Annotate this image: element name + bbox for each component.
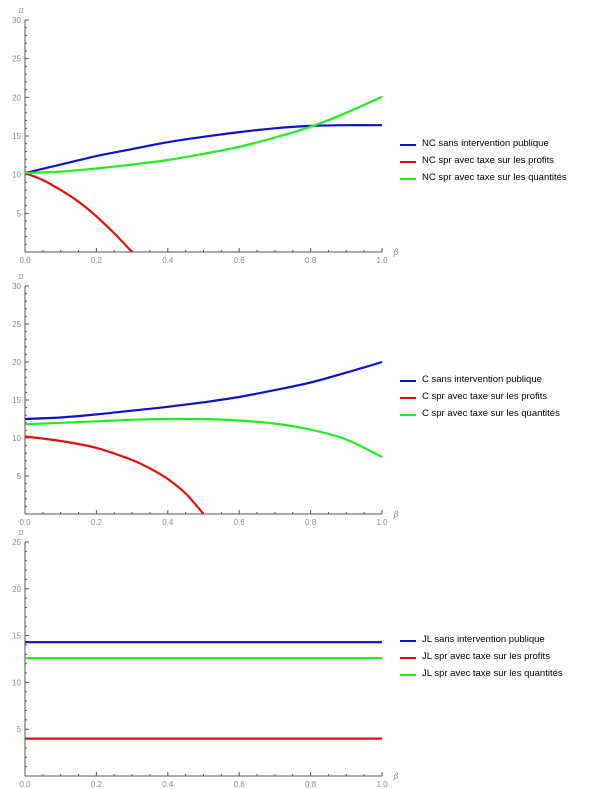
chart2-x-tick-label: 0.6 (234, 780, 246, 789)
chart0-legend-label: NC spr avec taxe sur les quantités (422, 172, 567, 183)
chart2-y-tick-label: 25 (12, 538, 21, 547)
chart-plot-nc: 5 10 15 20 25 30 0.0 0.2 0.4 0.6 0.8 1.0 π β (12, 6, 399, 265)
chart0-x-axis-label: β (393, 248, 399, 257)
chart0-y-axis-label: π (17, 6, 24, 15)
chart0-legend-swatch (400, 161, 416, 163)
chart1-x-tick-label: 0.8 (305, 518, 317, 527)
chart1-x-tick-label: 0.4 (162, 518, 174, 527)
chart1-series-2-line (24, 417, 383, 458)
chart0-legend-swatch (400, 178, 416, 180)
chart-plot-jl: 5 10 15 20 25 0.0 0.2 0.4 0.6 0.8 1.0 π β (12, 528, 399, 789)
chart0-legend-label: NC spr avec taxe sur les profits (422, 155, 554, 166)
chart2-y-tick-label: 20 (12, 585, 21, 594)
chart2-y-axis-label: π (17, 528, 24, 537)
chart0-x-tick-label: 0.2 (91, 256, 103, 265)
chart2-legend-swatch (400, 674, 416, 676)
chart2-legend-label: JL spr avec taxe sur les quantités (422, 668, 563, 679)
chart2-x-axis-label: β (393, 772, 399, 781)
chart1-y-axis-label: π (17, 272, 24, 281)
chart2-y-tick-label: 15 (12, 632, 21, 641)
chart-panel-c: 5 10 15 20 25 30 0.0 0.2 0.4 0.6 0.8 1.0 π β C sans i… (0, 262, 594, 527)
chart1-x-tick-label: 0.6 (234, 518, 246, 527)
chart0-x-tick-label: 0.0 (19, 256, 31, 265)
chart-panel-nc: 5 10 15 20 25 30 0.0 0.2 0.4 0.6 0.8 1.0 π β NC sans … (0, 0, 594, 265)
chart1-legend-swatch (400, 414, 416, 416)
chart1-y-tick-label: 20 (12, 358, 21, 367)
chart1-legend-swatch (400, 380, 416, 382)
chart2-x-tick-label: 1.0 (376, 780, 388, 789)
chart0-legend-swatch (400, 144, 416, 146)
chart1-x-axis-label: β (393, 510, 399, 519)
chart0-series-0-line (24, 124, 383, 175)
chart-panel-jl: 5 10 15 20 25 0.0 0.2 0.4 0.6 0.8 1.0 π β JL sans in… (0, 524, 594, 789)
chart1-series-0-line (24, 360, 383, 421)
chart0-legend-label: NC sans intervention publique (422, 138, 549, 149)
chart2-x-tick-label: 0.2 (91, 780, 103, 789)
chart2-x-tick-label: 0.4 (162, 780, 174, 789)
chart1-series-1-line (24, 435, 205, 515)
chart1-x-tick-label: 0.2 (91, 518, 103, 527)
chart2-legend-swatch (400, 640, 416, 642)
chart1-legend-label: C spr avec taxe sur les quantités (422, 408, 560, 419)
chart0-y-tick-label: 25 (12, 55, 21, 64)
chart0-y-tick-label: 30 (12, 16, 21, 25)
chart2-legend-label: JL spr avec taxe sur les profits (422, 651, 550, 662)
chart1-legend-label: C spr avec taxe sur les profits (422, 391, 548, 402)
chart0-x-tick-label: 0.4 (162, 256, 174, 265)
chart0-series-1-line (24, 172, 133, 253)
chart1-y-tick-label: 5 (17, 472, 22, 481)
chart0-x-tick-label: 0.8 (305, 256, 317, 265)
chart1-y-tick-label: 15 (12, 396, 21, 405)
chart2-x-tick-label: 0.8 (305, 780, 317, 789)
chart0-y-tick-label: 10 (12, 171, 21, 180)
chart1-x-tick-label: 0.0 (19, 518, 31, 527)
chart1-legend-label: C sans intervention publique (422, 374, 542, 385)
chart2-legend-label: JL sans intervention publique (422, 634, 545, 645)
chart0-x-tick-label: 1.0 (376, 256, 388, 265)
chart0-y-tick-label: 5 (17, 209, 22, 218)
chart2-y-tick-label: 5 (17, 725, 22, 734)
chart1-x-tick-label: 1.0 (376, 518, 388, 527)
chart0-series-2-line (24, 95, 383, 175)
chart1-y-tick-label: 30 (12, 282, 21, 291)
chart0-y-tick-label: 15 (12, 132, 21, 141)
chart2-legend-swatch (400, 657, 416, 659)
chart1-y-tick-label: 10 (12, 434, 21, 443)
chart0-y-tick-label: 20 (12, 93, 21, 102)
chart1-legend-swatch (400, 397, 416, 399)
chart2-x-tick-label: 0.0 (19, 780, 31, 789)
chart0-x-tick-label: 0.6 (234, 256, 246, 265)
chart2-y-tick-label: 10 (12, 678, 21, 687)
chart-plot-c: 5 10 15 20 25 30 0.0 0.2 0.4 0.6 0.8 1.0 π β (12, 272, 399, 527)
chart1-y-tick-label: 25 (12, 320, 21, 329)
